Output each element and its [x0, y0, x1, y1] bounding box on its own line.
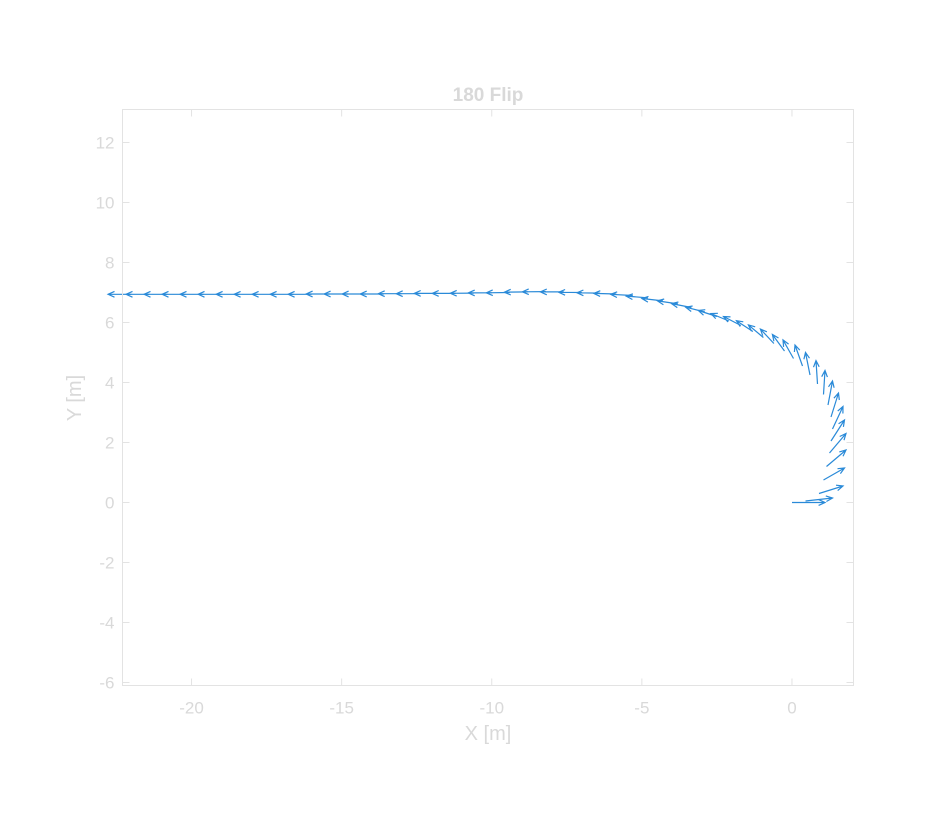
quiver-arrow [805, 495, 834, 503]
quiver-arrow [818, 484, 845, 495]
quiver-arrow [812, 359, 820, 385]
quiver-arrow [803, 351, 811, 376]
quiver-arrow [827, 379, 835, 406]
quiver-arrow [830, 418, 846, 442]
x-tick-label: 0 [787, 699, 796, 718]
quiver-arrow [709, 312, 730, 322]
quiver-arrow [640, 295, 663, 303]
quiver-arrow [684, 305, 706, 313]
x-tick-label: -20 [179, 699, 204, 718]
quiver-arrow [670, 301, 692, 309]
quiver-arrow [826, 449, 848, 467]
x-tick-label: -10 [479, 699, 504, 718]
quiver-arrow [747, 323, 764, 338]
quiver-arrow [771, 333, 785, 352]
plot-area-frame [122, 109, 854, 686]
x-axis-label: X [m] [465, 723, 512, 745]
quiver-arrow [792, 499, 827, 506]
quiver-arrow [106, 290, 132, 298]
y-axis-label: Y [m] [64, 375, 86, 421]
y-tick-label: -2 [99, 554, 114, 573]
y-tick-label: 6 [105, 314, 114, 333]
y-tick-label: 10 [96, 194, 115, 213]
quiver-arrow [821, 369, 828, 395]
chart-title: 180 Flip [453, 85, 524, 106]
quiver-arrow [829, 432, 847, 454]
quiver-arrow [830, 391, 840, 418]
quiver-arrow [793, 343, 804, 367]
quiver-arrow [624, 293, 648, 301]
y-tick-label: 8 [105, 254, 114, 273]
quiver-arrow [782, 338, 795, 359]
x-tick-label: -15 [329, 699, 354, 718]
quiver-arrow [759, 328, 775, 344]
y-tick-label: -6 [99, 674, 114, 693]
y-tick-label: 12 [96, 134, 115, 153]
x-tick-label: -5 [634, 699, 649, 718]
y-tick-label: 0 [105, 494, 114, 513]
y-tick-label: 2 [105, 434, 114, 453]
quiver-arrow [831, 405, 844, 430]
quiver-arrow [823, 467, 846, 481]
y-tick-label: 4 [105, 374, 114, 393]
y-tick-label: -4 [99, 614, 114, 633]
quiver-arrow [656, 298, 678, 306]
quiver-arrows [106, 288, 848, 506]
